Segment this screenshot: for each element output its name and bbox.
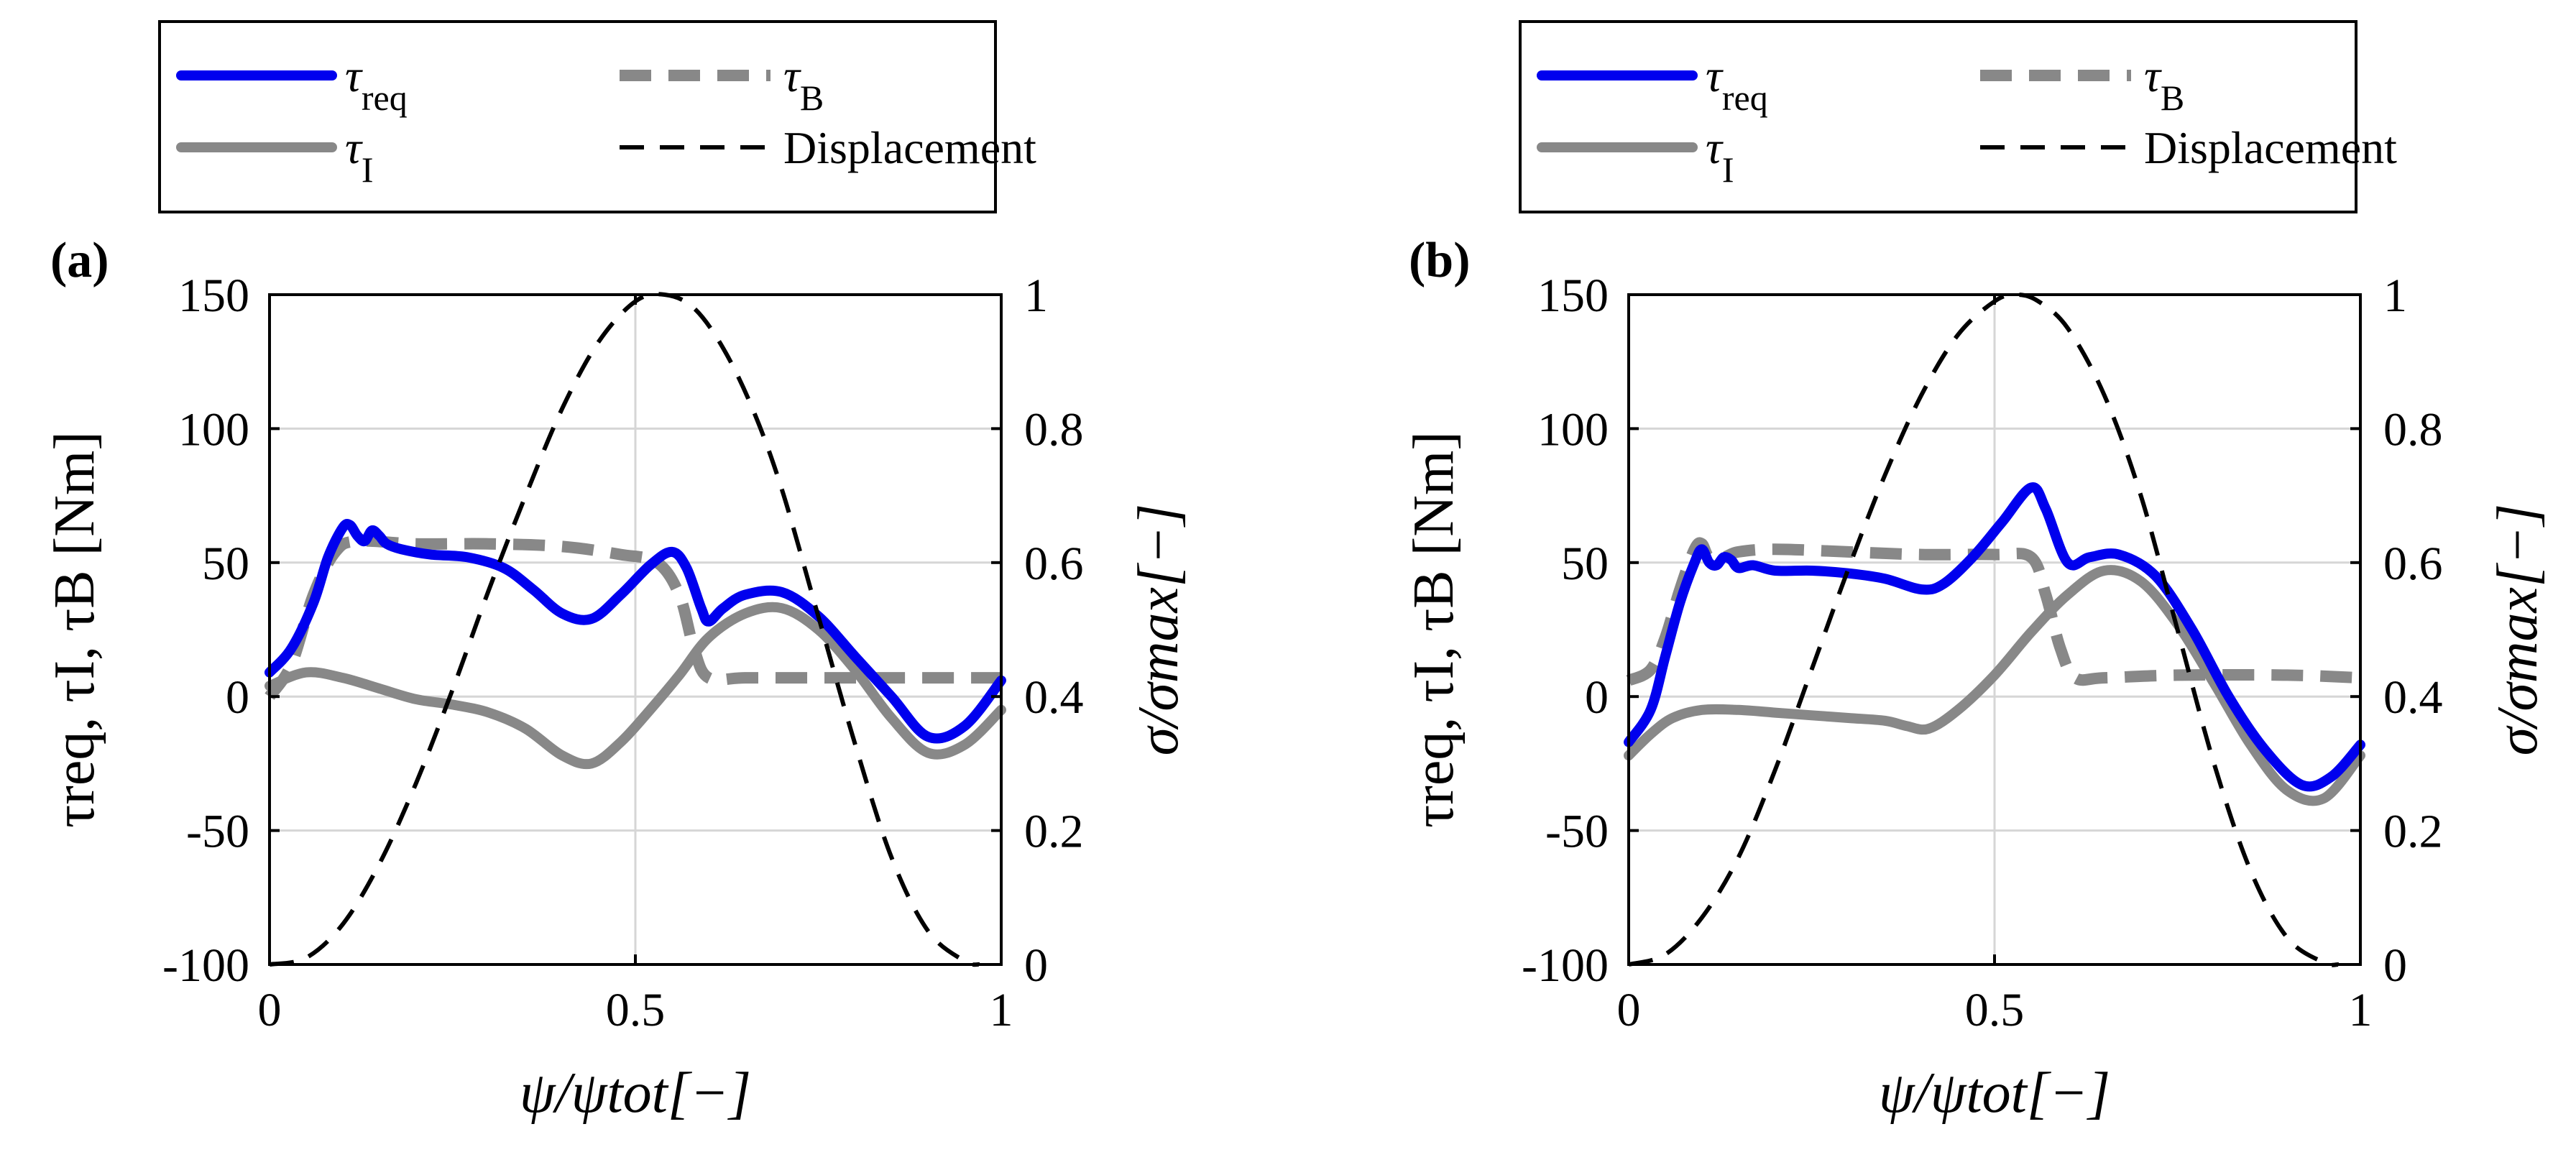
y-right-tick-label: 0.8 <box>2383 403 2443 456</box>
series-line-displacement <box>1628 292 2339 967</box>
legend-subscript: B <box>2161 78 2184 118</box>
y-right-tick-label: 0 <box>1024 939 1048 992</box>
y-right-tick-label: 0.4 <box>1024 671 1084 724</box>
y-left-tick-label: -50 <box>186 806 249 858</box>
legend-label-displacement: Displacement <box>2144 122 2397 173</box>
x-tick-label: 0.5 <box>1965 984 2025 1036</box>
y-right-tick-label: 0.2 <box>1024 806 1084 858</box>
x-axis-label: ψ/ψtot[−] <box>520 1062 751 1125</box>
y-left-tick-label: 0 <box>226 671 249 724</box>
y-right-tick-label: 1 <box>1024 270 1048 322</box>
y-right-tick-label: 0.6 <box>1024 538 1084 590</box>
y-left-axis-label: τreq, τI, τB [Nm] <box>43 431 106 828</box>
y-left-tick-label: 50 <box>202 538 249 590</box>
legend-box <box>1519 20 2358 213</box>
y-right-axis-label: σ/σmax[−] <box>1127 504 1190 756</box>
y-left-tick-label: -100 <box>1522 939 1609 992</box>
x-tick-label: 1 <box>2349 984 2373 1036</box>
y-right-tick-label: 0 <box>2383 939 2407 992</box>
legend-subscript: I <box>362 149 374 190</box>
x-tick-label: 0 <box>258 984 282 1036</box>
y-left-tick-label: -100 <box>162 939 249 992</box>
legend-label-displacement: Displacement <box>783 122 1036 173</box>
series-line-tau_I <box>1624 565 2365 806</box>
panel-label: (b) <box>1409 233 1471 288</box>
legend-subscript: req <box>1722 78 1768 118</box>
y-right-tick-label: 0.8 <box>1024 403 1084 456</box>
y-right-tick-label: 0.4 <box>2383 671 2443 724</box>
series-line-displacement <box>269 292 980 967</box>
panel-label: (a) <box>50 233 109 288</box>
y-right-tick-label: 1 <box>2383 270 2407 322</box>
legend-subscript: req <box>362 78 408 118</box>
y-left-tick-label: 150 <box>178 270 249 322</box>
y-left-tick-label: -50 <box>1545 806 1609 858</box>
y-left-tick-label: 0 <box>1585 671 1609 724</box>
y-left-tick-label: 50 <box>1561 538 1609 590</box>
x-tick-label: 1 <box>990 984 1013 1036</box>
x-axis-label: ψ/ψtot[−] <box>1879 1062 2110 1125</box>
series-line-tau_req <box>1624 482 2365 792</box>
series-line-tau_B <box>1626 537 2361 686</box>
x-tick-label: 0.5 <box>606 984 666 1036</box>
y-right-axis-label: σ/σmax[−] <box>2486 504 2549 756</box>
x-tick-label: 0 <box>1617 984 1641 1036</box>
y-left-tick-label: 100 <box>178 403 249 456</box>
legend-subscript: B <box>800 78 824 118</box>
y-right-tick-label: 0.2 <box>2383 806 2443 858</box>
legend-subscript: I <box>1722 149 1734 190</box>
y-left-tick-label: 150 <box>1537 270 1609 322</box>
y-left-tick-label: 100 <box>1537 403 1609 456</box>
legend-box <box>158 20 997 213</box>
series-line-tau_I <box>264 602 1006 770</box>
y-left-axis-label: τreq, τI, τB [Nm] <box>1402 431 1466 828</box>
y-right-tick-label: 0.6 <box>2383 538 2443 590</box>
